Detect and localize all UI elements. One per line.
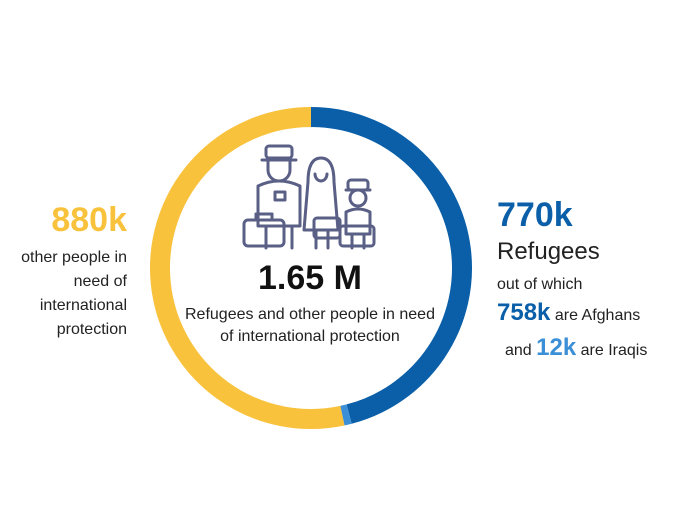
afghans-text: are Afghans (554, 307, 641, 324)
donut-slice-1 (150, 107, 345, 429)
left-annotation: 880k other people in need of internation… (0, 200, 127, 342)
afghans-line: 758k are Afghans (497, 301, 697, 328)
iraqis-text: are Iraqis (580, 342, 648, 359)
donut-slice-refugees-1 (340, 404, 352, 426)
iraqis-value: 12k (536, 334, 577, 361)
iraqis-line: and 12k are Iraqis (497, 336, 697, 363)
refugees-label: Refugees (497, 238, 600, 265)
donut-segments (150, 107, 472, 429)
refugees-value: 770k (497, 196, 573, 234)
afghans-value: 758k (497, 299, 551, 326)
donut-slice-refugees-0 (310, 107, 472, 424)
total-label: Refugees and other people in need of int… (185, 306, 435, 345)
refugee-family-icon (242, 144, 376, 250)
other-people-desc: other people in need of international pr… (21, 249, 127, 338)
right-annotation: 770k Refugees out of which 758k are Afgh… (497, 195, 697, 363)
out-of-which-text: out of which (497, 276, 583, 293)
other-people-value: 880k (51, 201, 127, 239)
total-value: 1.65 M (258, 259, 362, 297)
and-text: and (505, 342, 532, 359)
